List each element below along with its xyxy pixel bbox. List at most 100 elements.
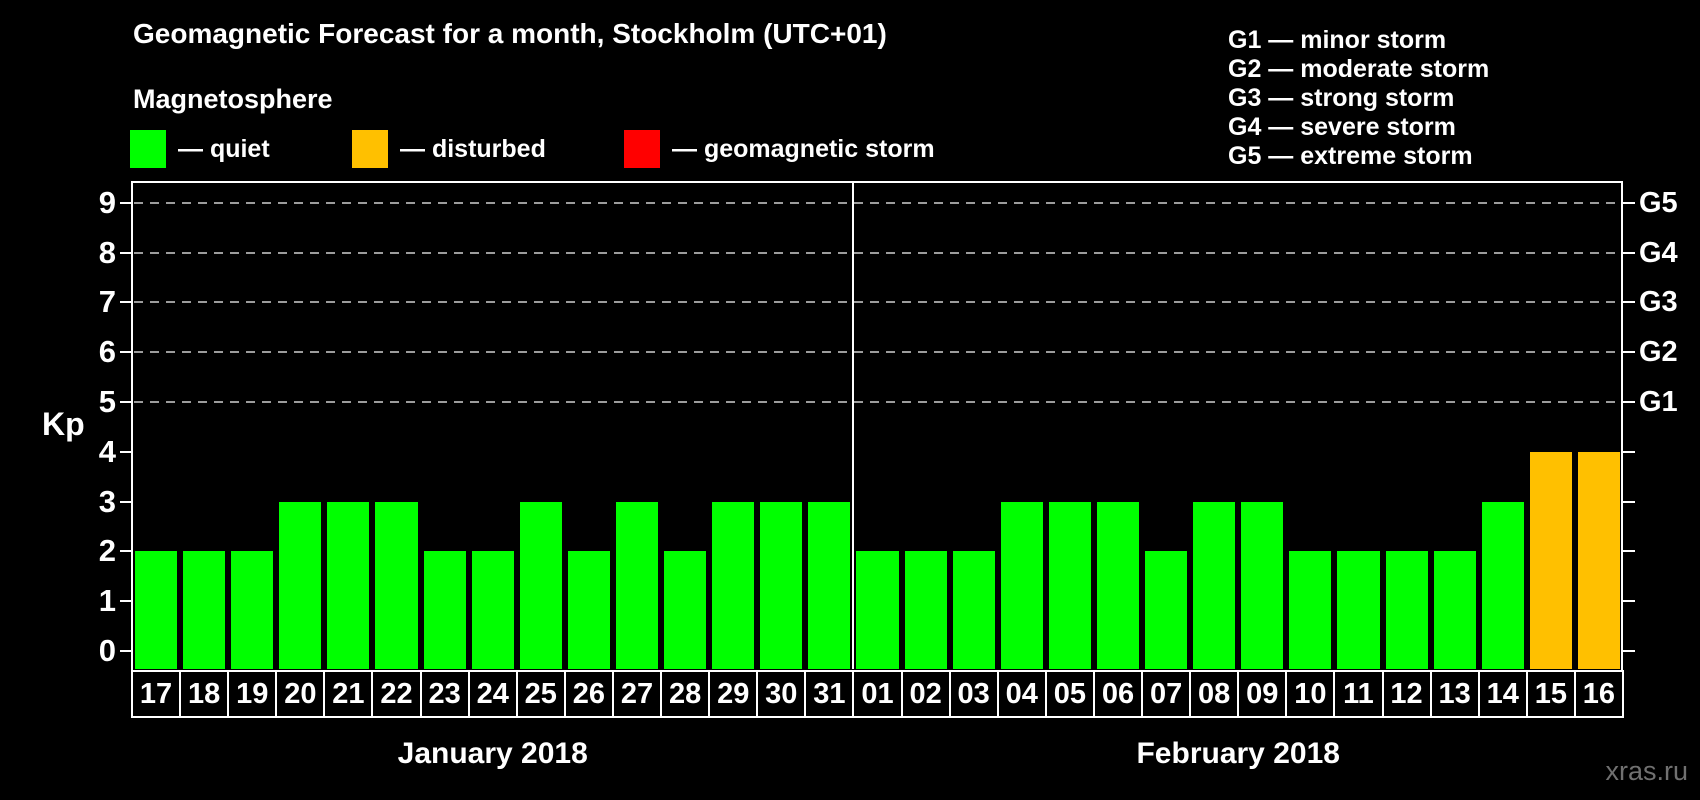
day-label-cell-27: 27 <box>611 670 663 718</box>
kp-bar-february-09 <box>1241 501 1284 669</box>
kp-bar-january-17 <box>135 551 178 669</box>
gridline-kp7 <box>134 301 1621 304</box>
kp-bar-february-12 <box>1385 551 1428 669</box>
y-axis-tick-left-4 <box>120 450 132 453</box>
legend-item-quiet: — quiet <box>130 130 270 168</box>
kp-bar-february-08 <box>1193 501 1236 669</box>
kp-bar-january-23 <box>423 551 466 669</box>
day-label-cell-09: 09 <box>1237 670 1288 718</box>
day-label-cell-15: 15 <box>1525 670 1576 718</box>
day-label-cell-01: 01 <box>852 670 903 718</box>
kp-bar-january-21 <box>327 501 370 669</box>
g-legend-line-g4: G4 — severe storm <box>1228 113 1456 141</box>
y-tick-label-1: 1 <box>98 583 116 619</box>
day-label-cell-06: 06 <box>1092 670 1144 718</box>
kp-bar-february-14 <box>1481 501 1524 669</box>
kp-bar-february-10 <box>1289 551 1332 669</box>
y-axis-label-kp: Kp <box>42 406 85 442</box>
gridline-kp9 <box>134 201 1621 204</box>
kp-bar-february-02 <box>904 551 947 669</box>
gridline-kp6 <box>134 351 1621 354</box>
kp-bar-january-30 <box>760 501 803 669</box>
chart-title: Geomagnetic Forecast for a month, Stockh… <box>133 18 887 49</box>
kp-bar-january-18 <box>183 551 226 669</box>
kp-bar-february-07 <box>1145 551 1188 669</box>
g-scale-legend: G1 — minor storm G2 — moderate storm G3 … <box>1228 26 1489 171</box>
day-label-cell-14: 14 <box>1477 670 1528 718</box>
day-label-cell-03: 03 <box>948 670 999 718</box>
y-axis-tick-left-0 <box>120 650 132 652</box>
y-axis-tick-right-7 <box>1623 301 1635 304</box>
gridline-kp8 <box>134 251 1621 254</box>
kp-bar-february-01 <box>856 551 899 669</box>
y-tick-label-5: 5 <box>98 384 116 419</box>
y-tick-label-2: 2 <box>98 533 116 569</box>
y-axis-tick-right-0 <box>1623 650 1635 652</box>
legend-label-disturbed: — disturbed <box>400 134 546 163</box>
month-label-january: January 2018 <box>397 737 588 770</box>
y-axis-tick-left-6 <box>120 351 132 354</box>
day-label-cell-26: 26 <box>563 670 614 718</box>
y-axis-tick-left-8 <box>120 251 132 254</box>
kp-bar-january-26 <box>567 551 610 669</box>
disturbed-color-swatch <box>352 130 388 168</box>
y-axis-tick-left-5 <box>120 401 132 403</box>
storm-color-swatch <box>624 130 660 168</box>
kp-bar-january-25 <box>519 501 562 669</box>
y-axis-tick-right-8 <box>1623 251 1635 254</box>
y-axis-tick-left-3 <box>120 500 132 503</box>
kp-bar-january-22 <box>375 501 418 669</box>
kp-bar-february-15 <box>1529 451 1572 669</box>
month-label-february: February 2018 <box>1136 737 1340 770</box>
chart-subtitle: Magnetosphere <box>133 84 333 114</box>
y-tick-label-8: 8 <box>98 234 116 270</box>
legend-item-storm: — geomagnetic storm <box>624 130 935 168</box>
y-axis-tick-right-6 <box>1623 351 1635 354</box>
kp-bar-january-31 <box>808 501 851 669</box>
y-axis-tick-right-4 <box>1623 450 1635 453</box>
day-label-cell-12: 12 <box>1381 670 1432 718</box>
y-axis-tick-left-2 <box>120 550 132 553</box>
kp-bar-january-24 <box>471 551 514 669</box>
g-legend-line-g1: G1 — minor storm <box>1228 26 1447 54</box>
kp-bar-february-16 <box>1577 451 1620 669</box>
kp-bar-february-03 <box>952 551 995 669</box>
g-legend-line-g3: G3 — strong storm <box>1228 84 1455 112</box>
kp-bar-february-11 <box>1337 551 1380 669</box>
day-label-cell-10: 10 <box>1285 670 1336 718</box>
day-label-cell-07: 07 <box>1141 670 1192 718</box>
y-axis-tick-right-9 <box>1623 201 1635 204</box>
y-axis-tick-right-2 <box>1623 550 1635 553</box>
day-label-cell-23: 23 <box>419 670 470 718</box>
day-label-cell-22: 22 <box>371 670 422 718</box>
day-label-cell-04: 04 <box>996 670 1047 718</box>
y-axis-tick-right-5 <box>1623 401 1635 403</box>
kp-bar-february-13 <box>1433 551 1476 669</box>
day-label-cell-13: 13 <box>1429 670 1480 718</box>
y-tick-label-6: 6 <box>98 334 116 370</box>
y-tick-label-4: 4 <box>98 433 116 469</box>
y-tick-label-3: 3 <box>98 483 116 519</box>
day-label-cell-21: 21 <box>323 670 374 718</box>
kp-bar-january-19 <box>231 551 274 669</box>
right-axis-label-g2: G2 <box>1639 336 1678 369</box>
day-label-cell-28: 28 <box>660 670 711 718</box>
kp-bar-january-29 <box>712 501 755 669</box>
day-label-cell-24: 24 <box>467 670 518 718</box>
day-label-cell-18: 18 <box>179 670 230 718</box>
kp-bar-january-28 <box>664 551 707 669</box>
y-axis-tick-right-1 <box>1623 600 1635 603</box>
legend-label-quiet: — quiet <box>178 134 270 163</box>
kp-bar-february-04 <box>1000 501 1043 669</box>
y-axis-tick-left-7 <box>120 301 132 304</box>
day-label-cell-08: 08 <box>1189 670 1240 718</box>
y-axis-tick-left-1 <box>120 600 132 603</box>
g-legend-line-g2: G2 — moderate storm <box>1228 55 1490 83</box>
right-axis-label-g5: G5 <box>1639 186 1678 219</box>
plot-frame <box>131 181 1623 670</box>
day-label-cell-17: 17 <box>131 670 182 718</box>
day-label-cell-31: 31 <box>804 670 855 718</box>
legend-label-storm: — geomagnetic storm <box>672 134 935 163</box>
gridline-kp5 <box>134 401 1621 403</box>
